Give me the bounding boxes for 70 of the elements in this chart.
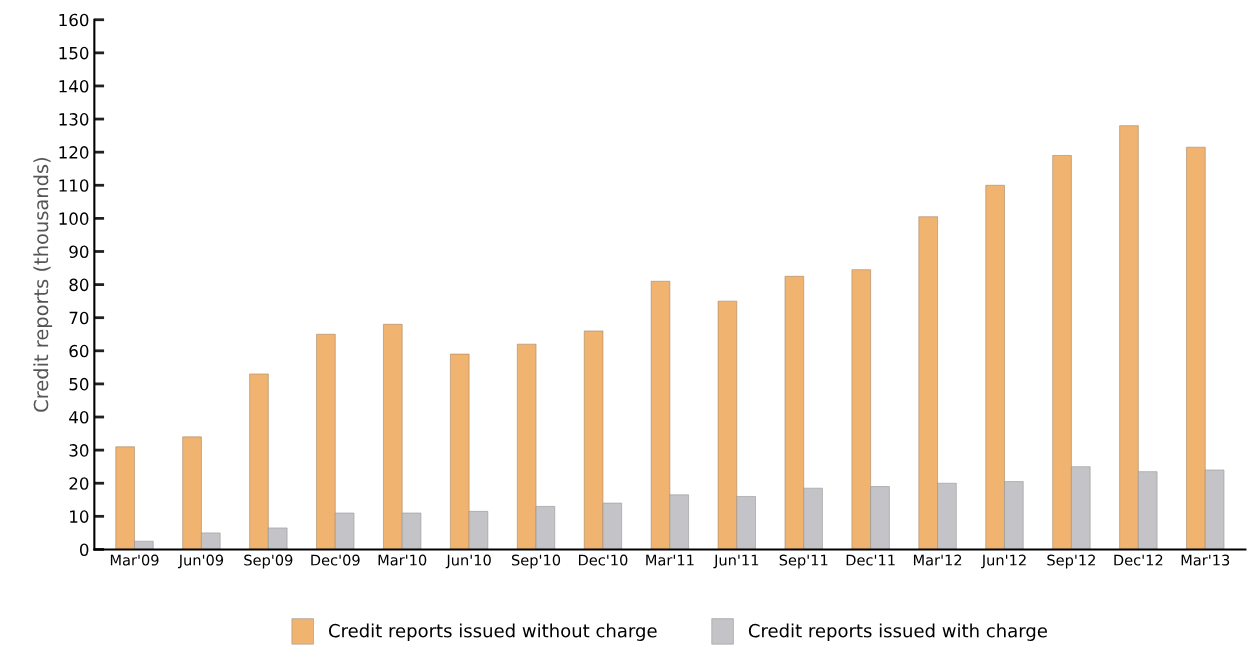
- x-tick-label: Dec'11: [846, 554, 895, 566]
- bar: [268, 527, 288, 550]
- bar: [1071, 466, 1091, 550]
- bar: [736, 496, 756, 550]
- x-tick-label: Dec'12: [1114, 554, 1163, 566]
- y-tick-label: 120: [59, 146, 89, 159]
- bar: [650, 280, 671, 550]
- x-tick-label: Sep'09: [244, 554, 293, 569]
- y-tick-label: 70: [69, 311, 89, 325]
- bar: [201, 532, 221, 550]
- y-tick-label: 110: [59, 179, 89, 192]
- bar: [669, 494, 689, 550]
- bar: [182, 436, 202, 550]
- bar: [602, 502, 622, 550]
- y-tick-label: 140: [59, 79, 89, 93]
- y-tick-label: 50: [69, 377, 89, 391]
- x-tick-label: Jun'10: [445, 554, 491, 569]
- bar: [1204, 469, 1225, 550]
- x-tick-label: Sep'12: [1047, 554, 1095, 569]
- y-tick-label: 150: [59, 46, 89, 60]
- legend-label: Credit reports issued with charge: [748, 623, 1047, 641]
- bar: [401, 512, 422, 550]
- y-tick-label: 20: [69, 477, 89, 490]
- x-tick-label: Jun'11: [713, 554, 759, 569]
- y-axis-title: Credit reports (thousands): [33, 158, 53, 412]
- bar: [316, 333, 336, 550]
- y-tick-label: 40: [69, 410, 89, 424]
- bar: [784, 276, 805, 550]
- y-tick-label: 60: [69, 344, 89, 358]
- x-tick-label: Sep'10: [511, 554, 561, 569]
- bar: [937, 482, 957, 550]
- y-tick-label: 160: [59, 13, 89, 27]
- bar: [870, 486, 890, 550]
- bar: [517, 343, 537, 550]
- bar: [450, 353, 470, 550]
- y-tick-label: 80: [69, 278, 89, 292]
- bar: [717, 300, 738, 550]
- y-tick-label: 30: [69, 444, 89, 457]
- x-tick-label: Mar'13: [1181, 554, 1230, 566]
- bar: [1186, 146, 1206, 550]
- x-tick-label: Sep'11: [779, 554, 828, 569]
- bar: [583, 330, 604, 550]
- x-tick-label: Jun'09: [178, 554, 224, 569]
- x-tick-label: Mar'11: [646, 554, 694, 566]
- bar: [383, 324, 403, 550]
- bar: [535, 506, 556, 550]
- y-tick-label: 0: [79, 543, 89, 556]
- bar: [1138, 471, 1158, 550]
- bar: [468, 511, 489, 550]
- x-tick-label: Mar'12: [913, 554, 962, 566]
- x-tick-label: Dec'10: [579, 554, 628, 566]
- legend-label: Credit reports issued without charge: [328, 623, 657, 641]
- x-tick-label: Jun'12: [981, 554, 1026, 569]
- bar: [918, 216, 938, 550]
- y-tick-label: 10: [70, 510, 89, 523]
- bar: [1052, 155, 1072, 550]
- x-tick-label: Mar'09: [110, 554, 159, 566]
- bar: [334, 512, 355, 550]
- bar: [803, 487, 823, 550]
- y-tick-label: 100: [59, 212, 89, 225]
- y-tick-label: 90: [69, 245, 89, 259]
- x-tick-label: Dec'09: [311, 554, 360, 566]
- bar: [115, 446, 135, 550]
- bar: [851, 269, 871, 550]
- x-tick-label: Mar'10: [378, 554, 427, 566]
- bar: [1004, 481, 1024, 550]
- y-tick-label: 130: [59, 113, 89, 126]
- bar: [249, 373, 269, 550]
- bar: [1119, 125, 1139, 550]
- bar: [985, 184, 1005, 550]
